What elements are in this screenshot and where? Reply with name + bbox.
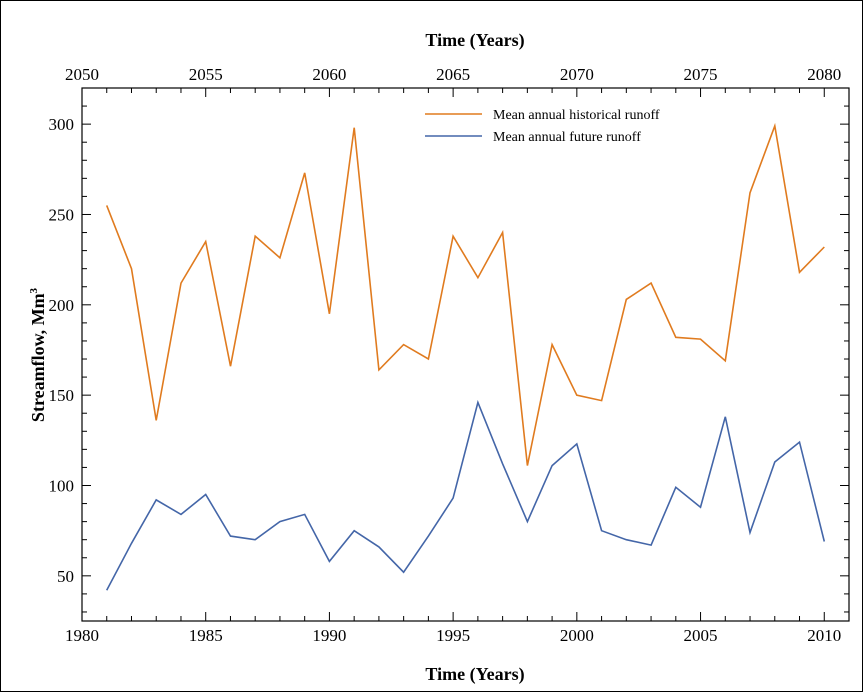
x-bottom-tick-label: 1995 (436, 626, 470, 645)
x-top-tick-label: 2060 (312, 65, 346, 84)
series-line-future (105, 399, 826, 591)
x-top-tick-label: 2065 (436, 65, 470, 84)
x-bottom-tick-label: 1990 (312, 626, 346, 645)
x-bottom-tick-label: 2000 (560, 626, 594, 645)
y-tick-label: 200 (49, 296, 75, 315)
x-bottom-tick-label: 1980 (65, 626, 99, 645)
x-top-tick-label: 2050 (65, 65, 99, 84)
y-tick-label: 150 (49, 386, 75, 405)
y-tick-label: 300 (49, 115, 75, 134)
legend-label-historical: Mean annual historical runoff (493, 108, 660, 123)
x-bottom-tick-label: 1985 (189, 626, 223, 645)
y-tick-label: 250 (49, 205, 75, 224)
top-axis-title: Time (Years) (425, 30, 524, 51)
series-lines (105, 122, 826, 591)
legend: Mean annual historical runoff Mean annual… (425, 108, 660, 145)
axis-ticks: 1980 1985 1990 1995 2000 2005 2010 2050 2055 2060… (49, 65, 850, 645)
x-top-tick-label: 2055 (189, 65, 223, 84)
y-axis-title-superscript: 3 (28, 287, 40, 293)
y-axis-title-text: Streamflow, Mm (28, 293, 48, 422)
x-bottom-tick-label: 2005 (684, 626, 718, 645)
series-line-historical (105, 122, 825, 466)
x-bottom-tick-label: 2010 (807, 626, 841, 645)
bottom-axis-title: Time (Years) (425, 664, 524, 685)
x-top-tick-label: 2075 (684, 65, 718, 84)
y-tick-label: 50 (57, 567, 74, 586)
plot-area (81, 87, 850, 622)
x-top-tick-label: 2070 (560, 65, 594, 84)
legend-label-future: Mean annual future runoff (493, 130, 641, 145)
x-top-tick-label: 2080 (807, 65, 841, 84)
y-tick-label: 100 (49, 476, 75, 495)
y-axis-title: Streamflow, Mm3 (28, 287, 48, 422)
